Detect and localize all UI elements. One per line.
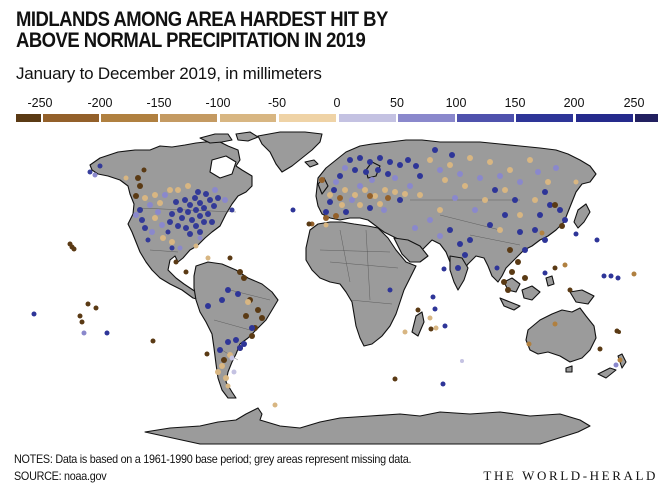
legend-swatch <box>279 114 336 122</box>
legend-swatch <box>398 114 455 122</box>
legend-label: -100 <box>205 96 231 110</box>
legend-label: 150 <box>504 96 526 110</box>
world-precipitation-map <box>31 131 637 445</box>
legend-swatch <box>339 114 396 122</box>
legend-label: -200 <box>87 96 113 110</box>
legend-swatch <box>16 114 41 122</box>
legend-swatch <box>101 114 158 122</box>
notes-text: NOTES: Data is based on a 1961-1990 base… <box>14 452 412 466</box>
legend-label: 0 <box>333 96 341 110</box>
title-line-1: MIDLANDS AMONG AREA HARDEST HIT BY <box>16 7 388 31</box>
legend-swatch <box>220 114 276 122</box>
color-legend: -250 -200 -150 -100 -50 0 50 100 150 200… <box>0 96 672 126</box>
legend-swatch <box>516 114 573 122</box>
legend-label: 50 <box>390 96 404 110</box>
title-line-2: ABOVE NORMAL PRECIPITATION IN 2019 <box>16 28 366 52</box>
chart-subtitle: January to December 2019, in millimeters <box>16 64 322 83</box>
greenland <box>257 131 323 173</box>
chart-title: MIDLANDS AMONG AREA HARDEST HIT BY ABOVE… <box>16 7 388 52</box>
legend-swatch <box>43 114 99 122</box>
legend-label: 200 <box>563 96 585 110</box>
south-america <box>193 261 279 399</box>
legend-label: 100 <box>445 96 467 110</box>
legend-label: -50 <box>267 96 287 110</box>
source-text: SOURCE: noaa.gov <box>14 469 107 483</box>
legend-label: -250 <box>27 96 53 110</box>
legend-swatch <box>635 114 658 122</box>
africa <box>305 221 417 347</box>
australia <box>525 307 597 363</box>
legend-swatch <box>160 114 217 122</box>
legend-label: 250 <box>623 96 645 110</box>
legend-label: -150 <box>146 96 172 110</box>
antarctica <box>144 407 591 445</box>
station-dots <box>31 147 637 408</box>
publisher-logo: THE WORLD-HERALD <box>483 468 658 483</box>
legend-swatch <box>576 114 633 122</box>
legend-swatch <box>457 114 514 122</box>
